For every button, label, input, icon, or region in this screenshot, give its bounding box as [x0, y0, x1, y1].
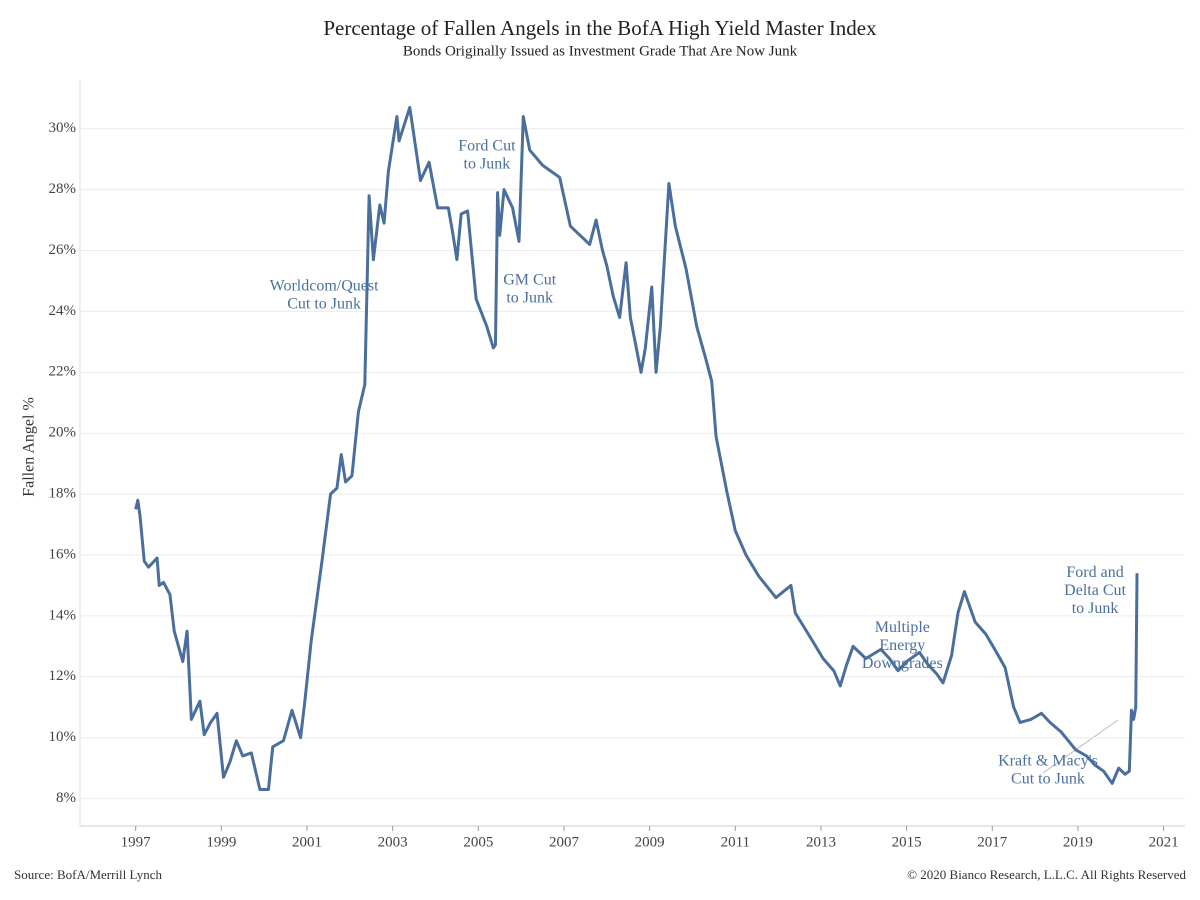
annotation: GM Cut	[503, 272, 556, 289]
x-tick-label: 2019	[1063, 834, 1093, 850]
y-tick-label: 24%	[49, 303, 77, 319]
annotation: Ford Cut	[458, 138, 516, 155]
y-tick-label: 14%	[49, 607, 77, 623]
chart-title: Percentage of Fallen Angels in the BofA …	[323, 16, 877, 40]
annotation: Cut to Junk	[1011, 771, 1085, 788]
x-tick-label: 2007	[549, 834, 580, 850]
annotation: to Junk	[464, 156, 511, 173]
annotation: Ford and	[1066, 564, 1123, 581]
y-tick-label: 18%	[49, 486, 77, 502]
x-tick-label: 2013	[806, 834, 836, 850]
annotation: Delta Cut	[1064, 582, 1126, 599]
y-tick-label: 16%	[49, 546, 77, 562]
x-tick-label: 2003	[378, 834, 408, 850]
annotation: Downgrades	[862, 655, 943, 672]
annotation: Worldcom/Quest	[270, 278, 379, 295]
x-tick-label: 2009	[635, 834, 665, 850]
x-tick-label: 1997	[121, 834, 152, 850]
leader-line	[1042, 719, 1119, 774]
y-tick-label: 28%	[49, 181, 77, 197]
x-tick-label: 2005	[463, 834, 493, 850]
annotation: to Junk	[1072, 600, 1119, 617]
x-tick-label: 2021	[1149, 834, 1179, 850]
copyright: © 2020 Bianco Research, L.L.C. All Right…	[907, 867, 1186, 882]
annotation: Cut to Junk	[287, 296, 361, 313]
y-tick-label: 12%	[49, 668, 77, 684]
annotation: Multiple	[875, 619, 930, 636]
source: Source: BofA/Merrill Lynch	[14, 867, 163, 882]
y-axis-label: Fallen Angel %	[21, 397, 38, 497]
x-tick-label: 1999	[206, 834, 236, 850]
annotation: to Junk	[506, 290, 553, 307]
annotation: Energy	[879, 637, 925, 654]
y-tick-label: 10%	[49, 729, 77, 745]
chart-subtitle: Bonds Originally Issued as Investment Gr…	[403, 43, 798, 59]
y-tick-label: 22%	[49, 364, 77, 380]
y-tick-label: 26%	[49, 242, 77, 258]
x-tick-label: 2001	[292, 834, 322, 850]
annotation: Kraft & Macy's	[998, 753, 1098, 770]
x-tick-label: 2015	[892, 834, 922, 850]
y-tick-label: 30%	[49, 120, 77, 136]
x-tick-label: 2011	[721, 834, 750, 850]
y-tick-label: 8%	[56, 790, 76, 806]
y-tick-label: 20%	[49, 425, 77, 441]
x-tick-label: 2017	[977, 834, 1008, 850]
data-line	[134, 105, 1139, 791]
